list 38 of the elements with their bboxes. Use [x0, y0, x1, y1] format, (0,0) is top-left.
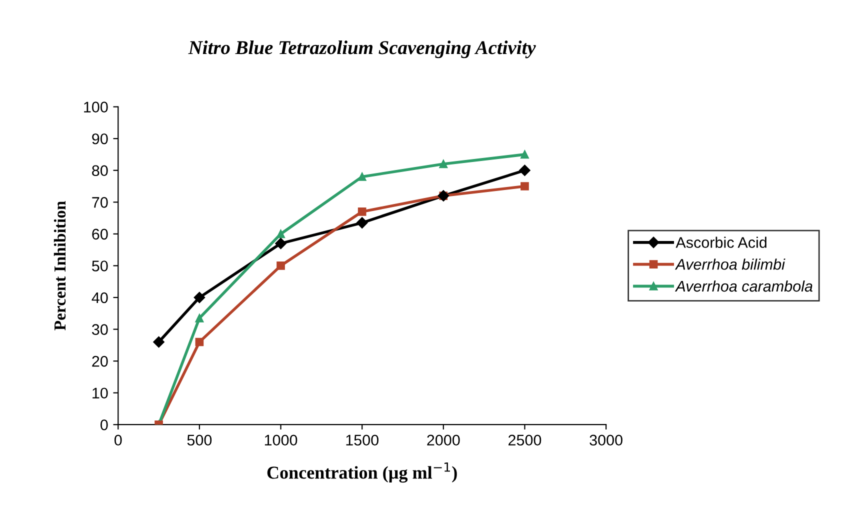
x-tick-label: 2000	[427, 434, 460, 446]
legend-label: Averrhoa bilimbi	[674, 258, 786, 270]
x-tick-label: 3000	[590, 434, 622, 446]
y-tick-label: 100	[84, 102, 108, 112]
x-axis-title: Concentration (µg ml$^{−1}$)	[267, 462, 457, 483]
y-tick-label: 80	[92, 165, 108, 176]
point	[519, 164, 530, 176]
y-axis-title: Percent Inhibition	[54, 201, 66, 330]
point	[276, 230, 285, 238]
y-tick-label: 20	[92, 356, 108, 367]
x-tick-label: 0	[114, 434, 122, 446]
x-tick-label: 500	[187, 434, 212, 446]
point	[520, 150, 529, 159]
y-tick-label: 50	[92, 260, 108, 272]
point	[153, 336, 164, 348]
legend-label: Averrhoa carambola	[674, 280, 812, 292]
legend-label: Ascorbic Acid	[676, 236, 766, 248]
point	[195, 338, 204, 346]
point	[358, 208, 366, 216]
x-tick-label: 1000	[264, 434, 298, 446]
y-tick-label: 30	[92, 324, 108, 335]
y-tick-label: 70	[92, 197, 108, 208]
point	[275, 238, 286, 250]
x-tick-label: 2500	[508, 434, 542, 446]
x-tick-label: 1500	[346, 434, 378, 446]
point	[195, 314, 204, 322]
y-tick-label: 90	[92, 133, 108, 144]
y-tick-label: 10	[92, 388, 108, 399]
point	[276, 262, 285, 270]
point	[520, 182, 529, 190]
point	[358, 172, 366, 181]
y-tick-label: 40	[92, 292, 108, 304]
y-tick-label: 60	[92, 228, 108, 240]
chart-title: Nitro Blue Tetrazolium Scavenging Activity	[188, 40, 536, 58]
point	[439, 160, 448, 168]
y-tick-label: 0	[100, 419, 108, 430]
point	[356, 217, 368, 228]
point	[194, 292, 206, 304]
